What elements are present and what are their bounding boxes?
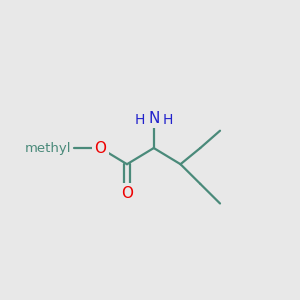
Text: methyl: methyl <box>25 142 71 154</box>
Text: N: N <box>148 110 159 125</box>
Text: H: H <box>163 113 173 127</box>
Text: H: H <box>134 113 145 127</box>
Text: O: O <box>94 140 106 155</box>
Text: O: O <box>121 186 133 201</box>
